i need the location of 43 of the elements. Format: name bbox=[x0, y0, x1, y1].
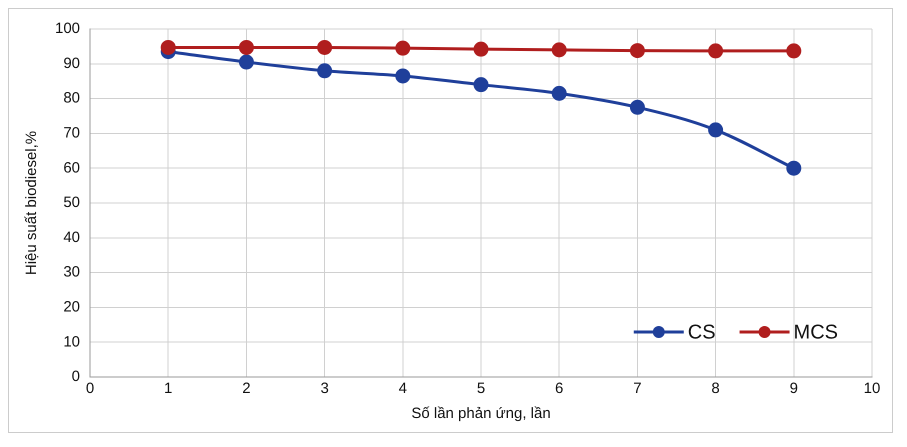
point bbox=[708, 122, 724, 138]
point bbox=[317, 40, 332, 55]
x-tick-label: 7 bbox=[633, 380, 642, 398]
x-tick-label: 6 bbox=[555, 380, 564, 398]
point bbox=[474, 42, 489, 57]
y-tick-label: 0 bbox=[72, 368, 80, 386]
point bbox=[317, 63, 332, 78]
y-tick-label: 10 bbox=[63, 333, 80, 350]
x-tick-label: 5 bbox=[476, 380, 486, 398]
legend-label: CS bbox=[688, 322, 716, 344]
x-tick-label: 8 bbox=[711, 380, 720, 398]
y-tick-label: 100 bbox=[54, 20, 80, 38]
point bbox=[238, 54, 254, 70]
y-tick-label: 80 bbox=[63, 90, 80, 107]
y-tick-label: 20 bbox=[63, 298, 80, 316]
y-axis-title: Hiệu suất biodiesel,% bbox=[23, 130, 40, 276]
x-tick-label: 4 bbox=[398, 380, 407, 398]
x-tick-label: 2 bbox=[242, 380, 251, 398]
point bbox=[552, 86, 567, 101]
x-axis-title: Số lần phản ứng, lần bbox=[411, 405, 551, 422]
point bbox=[474, 77, 489, 92]
point bbox=[395, 40, 410, 56]
point bbox=[238, 40, 254, 55]
legend-label: MCS bbox=[794, 322, 838, 344]
y-tick-label: 60 bbox=[63, 159, 80, 176]
x-tick-label: 0 bbox=[86, 380, 94, 398]
y-tick-label: 90 bbox=[63, 54, 80, 72]
x-tick-label: 10 bbox=[864, 380, 880, 398]
point bbox=[708, 43, 724, 58]
x-tick-label: 9 bbox=[790, 380, 798, 398]
x-tick-label: 3 bbox=[320, 380, 329, 398]
y-tick-label: 50 bbox=[63, 194, 80, 212]
x-tick-label: 1 bbox=[164, 380, 172, 398]
point bbox=[552, 42, 567, 58]
point bbox=[630, 100, 645, 115]
point bbox=[786, 43, 802, 58]
y-tick-label: 40 bbox=[63, 228, 80, 246]
point bbox=[160, 40, 176, 55]
y-tick-label: 70 bbox=[63, 124, 80, 142]
point bbox=[630, 43, 645, 58]
point bbox=[786, 160, 802, 176]
y-tick-label: 30 bbox=[63, 264, 80, 281]
point bbox=[395, 68, 410, 84]
